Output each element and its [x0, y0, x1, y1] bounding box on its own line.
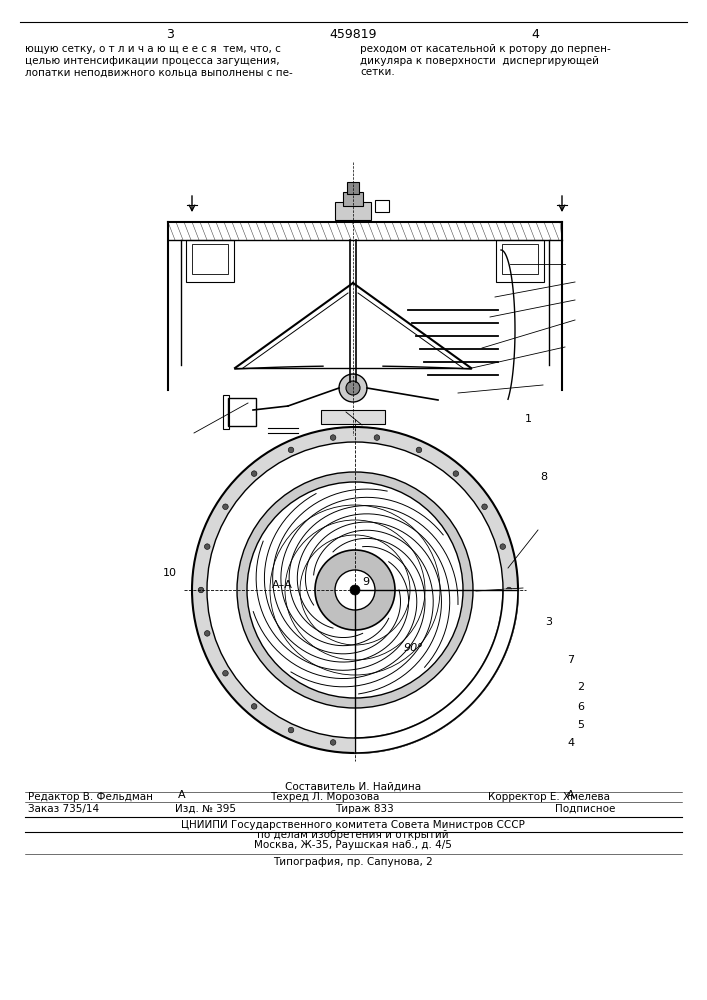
Text: 10: 10: [163, 568, 177, 578]
Text: 90°: 90°: [403, 643, 423, 653]
Text: Подписное: Подписное: [555, 804, 615, 814]
Text: Изд. № 395: Изд. № 395: [175, 804, 236, 814]
Circle shape: [252, 471, 257, 476]
Polygon shape: [355, 590, 518, 753]
Text: 459819: 459819: [329, 28, 377, 41]
Circle shape: [339, 374, 367, 402]
Circle shape: [506, 587, 512, 593]
Text: 6: 6: [577, 702, 584, 712]
Circle shape: [192, 427, 518, 753]
Bar: [375, 200, 389, 212]
Circle shape: [223, 504, 228, 510]
Bar: [347, 182, 359, 194]
Circle shape: [330, 740, 336, 745]
Circle shape: [350, 585, 360, 595]
Text: Техред Л. Морозова: Техред Л. Морозова: [270, 792, 380, 802]
Text: Заказ 735/14: Заказ 735/14: [28, 804, 99, 814]
Bar: [228, 398, 256, 426]
Bar: [186, 240, 234, 282]
Circle shape: [374, 435, 380, 440]
Circle shape: [247, 482, 463, 698]
Text: по делам изобретения и открытий: по делам изобретения и открытий: [257, 830, 449, 840]
Circle shape: [335, 570, 375, 610]
Circle shape: [288, 447, 294, 453]
Text: 1: 1: [525, 414, 532, 424]
Circle shape: [252, 704, 257, 709]
Text: реходом от касательной к ротору до перпен-
дикуляра к поверхности  диспергирующе: реходом от касательной к ротору до перпе…: [360, 44, 611, 77]
Text: 5: 5: [577, 720, 584, 730]
Text: Москва, Ж-35, Раушская наб., д. 4/5: Москва, Ж-35, Раушская наб., д. 4/5: [254, 840, 452, 850]
Bar: [335, 202, 371, 220]
Circle shape: [315, 550, 395, 630]
Text: Составитель И. Найдина: Составитель И. Найдина: [285, 782, 421, 792]
Circle shape: [500, 631, 506, 636]
Circle shape: [500, 544, 506, 549]
Bar: [502, 244, 538, 274]
Circle shape: [481, 670, 487, 676]
Circle shape: [204, 631, 210, 636]
Text: ющую сетку, о т л и ч а ю щ е е с я  тем, что, с
целью интенсификации процесса з: ющую сетку, о т л и ч а ю щ е е с я тем,…: [25, 44, 293, 77]
Text: A–A: A–A: [271, 580, 293, 590]
Circle shape: [453, 471, 459, 476]
Circle shape: [288, 727, 294, 733]
Text: 8: 8: [540, 472, 547, 482]
Text: A: A: [178, 790, 186, 800]
Circle shape: [374, 740, 380, 745]
Text: A: A: [567, 790, 575, 800]
Text: 3: 3: [545, 617, 552, 627]
Text: 3: 3: [166, 28, 174, 41]
Bar: [223, 395, 229, 429]
Text: 9: 9: [362, 577, 369, 587]
Circle shape: [453, 704, 459, 709]
Text: 7: 7: [567, 655, 574, 665]
Text: 4: 4: [567, 738, 574, 748]
Circle shape: [207, 442, 503, 738]
Circle shape: [204, 544, 210, 549]
Circle shape: [481, 504, 487, 510]
Circle shape: [416, 447, 422, 453]
Bar: [321, 410, 385, 424]
Circle shape: [346, 381, 360, 395]
Bar: [343, 192, 363, 206]
Circle shape: [198, 587, 204, 593]
Text: Редактор В. Фельдман: Редактор В. Фельдман: [28, 792, 153, 802]
Text: 2: 2: [577, 682, 584, 692]
Text: Типография, пр. Сапунова, 2: Типография, пр. Сапунова, 2: [273, 857, 433, 867]
Circle shape: [223, 670, 228, 676]
Bar: [192, 244, 228, 274]
Circle shape: [237, 472, 473, 708]
Circle shape: [330, 435, 336, 440]
Text: Тираж 833: Тираж 833: [335, 804, 394, 814]
Bar: [496, 240, 544, 282]
Text: ЦНИИПИ Государственного комитета Совета Министров СССР: ЦНИИПИ Государственного комитета Совета …: [181, 820, 525, 830]
Text: Корректор Е. Хмелева: Корректор Е. Хмелева: [488, 792, 610, 802]
Text: 4: 4: [531, 28, 539, 41]
Circle shape: [416, 727, 422, 733]
